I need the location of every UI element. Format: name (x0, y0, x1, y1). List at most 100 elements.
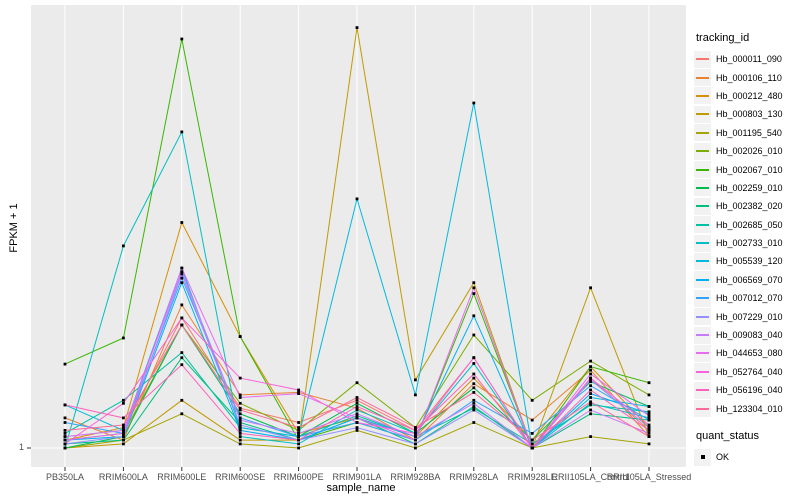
data-point (238, 396, 242, 399)
data-point (63, 442, 67, 446)
legend-key (694, 363, 711, 381)
legend-entry-label: Hb_007229_010 (716, 311, 783, 322)
data-point (238, 438, 242, 442)
data-point (238, 406, 242, 410)
line-swatch-icon (696, 94, 709, 97)
legend-entry-Hb_000011_090: Hb_000011_090 (694, 50, 798, 68)
data-point (180, 316, 184, 320)
legend-entry-label: Hb_002026_010 (716, 146, 783, 157)
data-point (297, 426, 300, 429)
legend-key (694, 381, 711, 399)
legend-key (694, 142, 711, 160)
legend-entry-Hb_002733_010: Hb_002733_010 (694, 234, 798, 252)
data-point (180, 130, 184, 134)
data-point (297, 388, 300, 392)
legend-entry-Hb_007229_010: Hb_007229_010 (694, 307, 798, 326)
legend-key (694, 179, 711, 197)
legend-key (694, 271, 711, 289)
legend-entry-label: Hb_000011_090 (716, 54, 782, 65)
data-point (472, 421, 476, 424)
legend-entry-Hb_002026_010: Hb_002026_010 (694, 142, 798, 160)
data-point (355, 408, 359, 412)
x-tick-label: RRIM928LA (449, 472, 498, 482)
data-point (589, 368, 592, 372)
data-point (180, 303, 184, 307)
data-point (589, 403, 592, 407)
data-point (355, 396, 359, 399)
data-point (472, 356, 476, 360)
data-point (122, 429, 125, 432)
line-swatch-icon (696, 389, 709, 392)
data-point (355, 412, 359, 416)
data-point (238, 429, 242, 432)
legend-entry-Hb_002382_020: Hb_002382_020 (694, 197, 798, 215)
x-axis-title: sample_name (326, 482, 396, 494)
legend-entries: Hb_000011_090 Hb_000106_110 Hb_000212_480 H… (694, 50, 798, 418)
legend-entry-Hb_002259_010: Hb_002259_010 (694, 179, 798, 197)
data-point (180, 276, 184, 280)
line-swatch-icon (696, 205, 709, 208)
legend-entry-label: Hb_002733_010 (716, 238, 783, 249)
data-point (238, 408, 242, 412)
data-point (472, 376, 476, 380)
data-point (63, 416, 67, 420)
data-point (589, 408, 592, 412)
legend-entry-label: Hb_007012_070 (716, 293, 783, 304)
legend-entry-quant-status: OK (694, 448, 798, 466)
data-point (238, 412, 242, 416)
legend-entry-label: Hb_000803_130 (716, 109, 783, 120)
x-tick-label: RRIM600LE (157, 472, 206, 482)
legend-entry-Hb_005539_120: Hb_005539_120 (694, 252, 798, 270)
black-point-icon (700, 455, 705, 459)
plot-panel (31, 5, 686, 467)
legend-entry-Hb_044653_080: Hb_044653_080 (694, 344, 798, 362)
data-point (530, 432, 534, 435)
data-point (472, 391, 476, 394)
legend-key (694, 252, 711, 270)
data-point (180, 351, 184, 354)
x-tick-label: RRII105LA_Stressed (607, 472, 692, 482)
data-point (180, 356, 184, 360)
data-point (63, 421, 67, 424)
line-swatch-icon (696, 334, 709, 337)
data-point (180, 37, 184, 41)
data-point (180, 221, 184, 224)
data-point (122, 435, 125, 438)
data-point (355, 414, 359, 418)
data-point (647, 423, 651, 427)
data-point (647, 435, 651, 438)
data-point (180, 281, 184, 285)
data-point (297, 442, 300, 446)
line-swatch-icon (696, 278, 709, 281)
data-point (472, 286, 476, 290)
legend-entry-Hb_001195_540: Hb_001195_540 (694, 124, 798, 142)
data-point (472, 281, 476, 285)
data-point (647, 429, 651, 432)
data-point (355, 426, 359, 429)
line-swatch-icon (696, 370, 709, 373)
data-point (355, 429, 359, 432)
data-point (63, 432, 67, 435)
legend-entry-Hb_006569_070: Hb_006569_070 (694, 271, 798, 289)
legend-entry-Hb_002685_050: Hb_002685_050 (694, 216, 798, 234)
data-point (180, 412, 184, 416)
line-swatch-icon (696, 242, 709, 245)
data-point (63, 429, 67, 432)
data-point (122, 442, 125, 446)
legend-entry-label: Hb_006569_070 (716, 274, 783, 285)
data-point (589, 384, 592, 388)
data-point (238, 418, 242, 422)
legend-title-quant-status: quant_status (696, 429, 759, 442)
legend-entry-label: Hb_002259_010 (716, 182, 783, 193)
data-point (530, 442, 534, 446)
data-point (530, 438, 534, 442)
x-tick-label: RRIM600LA (99, 472, 148, 482)
data-point (180, 272, 184, 276)
data-point (63, 446, 67, 450)
legend-entry-label: Hb_002067_010 (716, 164, 783, 175)
data-point (63, 435, 67, 438)
data-point (180, 266, 184, 270)
legend-key (694, 124, 711, 142)
data-point (63, 362, 67, 366)
